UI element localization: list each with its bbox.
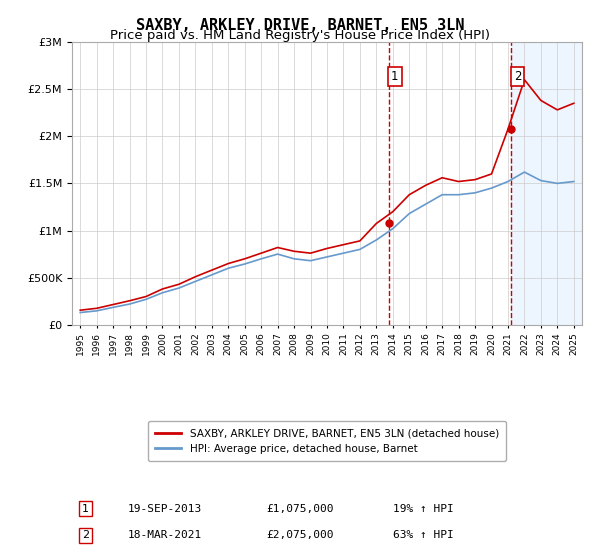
Text: 1: 1 bbox=[82, 503, 89, 514]
Text: SAXBY, ARKLEY DRIVE, BARNET, EN5 3LN: SAXBY, ARKLEY DRIVE, BARNET, EN5 3LN bbox=[136, 18, 464, 33]
Text: 63% ↑ HPI: 63% ↑ HPI bbox=[394, 530, 454, 540]
Text: 18-MAR-2021: 18-MAR-2021 bbox=[128, 530, 202, 540]
Legend: SAXBY, ARKLEY DRIVE, BARNET, EN5 3LN (detached house), HPI: Average price, detac: SAXBY, ARKLEY DRIVE, BARNET, EN5 3LN (de… bbox=[148, 421, 506, 461]
Text: £1,075,000: £1,075,000 bbox=[266, 503, 334, 514]
Bar bbox=[511, 42, 582, 325]
Text: 1: 1 bbox=[391, 70, 398, 83]
Text: Price paid vs. HM Land Registry's House Price Index (HPI): Price paid vs. HM Land Registry's House … bbox=[110, 29, 490, 42]
Text: 2: 2 bbox=[514, 70, 521, 83]
Text: £2,075,000: £2,075,000 bbox=[266, 530, 334, 540]
Text: 19% ↑ HPI: 19% ↑ HPI bbox=[394, 503, 454, 514]
Text: 19-SEP-2013: 19-SEP-2013 bbox=[128, 503, 202, 514]
Text: 2: 2 bbox=[82, 530, 89, 540]
